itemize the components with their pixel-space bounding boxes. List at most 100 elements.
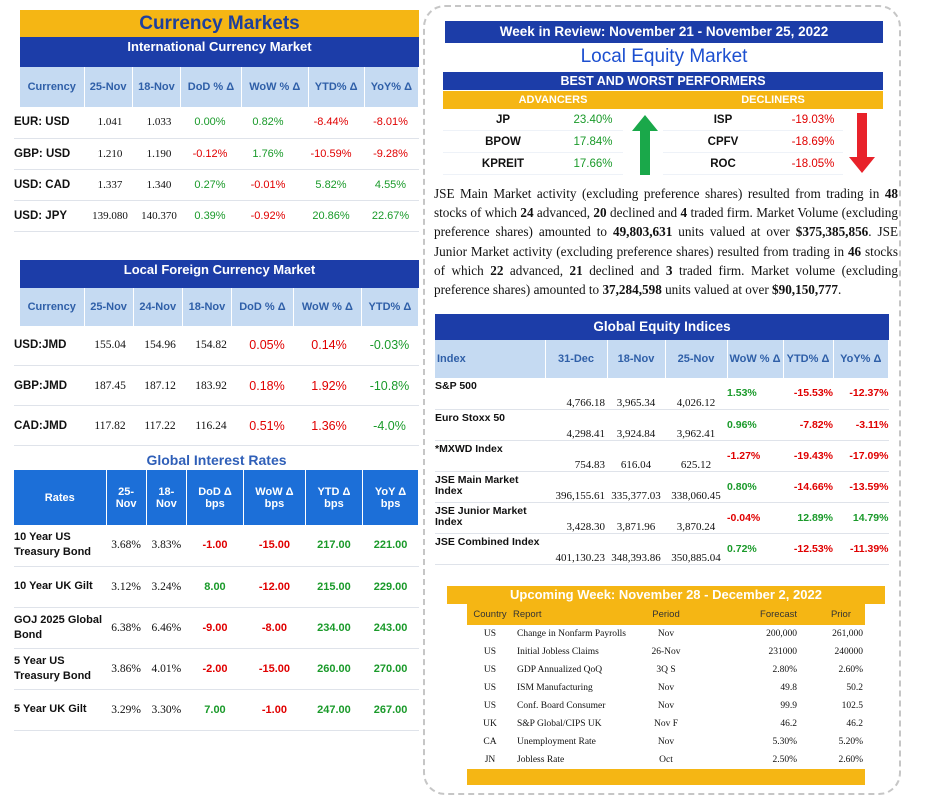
period-cell: Nov: [657, 683, 675, 693]
country-cell: UK: [483, 719, 497, 729]
ytd-cell: -19.43%: [783, 440, 833, 472]
dod-cell: -1.00: [186, 525, 244, 567]
value-cell: 139.080: [86, 200, 134, 232]
ytd-cell: 20.86%: [300, 200, 362, 232]
yoy-cell: -9.28%: [362, 138, 419, 170]
performer-change: -18.69%: [791, 136, 835, 148]
table-row: UK S&P Global/CIPS UK Nov F 46.2 46.2: [467, 715, 865, 733]
yoy-cell: 4.55%: [362, 169, 419, 201]
dod-cell: 0.00%: [184, 107, 236, 139]
col-header: YTD% Δ: [783, 340, 834, 378]
rate-name-cell: GOJ 2025 Global Bond: [14, 607, 106, 649]
advancers-label: ADVANCERS: [443, 91, 663, 109]
col-header: Rates: [14, 470, 107, 525]
wow-cell: -0.01%: [236, 169, 300, 201]
dod-cell: 0.27%: [184, 169, 236, 201]
currency-cell: EUR: USD: [14, 107, 86, 139]
indices-table: Index 31-Dec 18-Nov 25-Nov WoW % Δ YTD% Δ YoY%…: [435, 340, 889, 565]
yoy-cell: 267.00: [362, 689, 419, 731]
col-header: 18-Nov: [132, 67, 182, 107]
prior-cell: 240000: [834, 647, 864, 657]
index-name-cell: JSE Combined Index: [435, 533, 545, 565]
col-header: DoD Δ bps: [186, 470, 245, 525]
value-cell: 1.337: [86, 169, 134, 201]
period-cell: Oct: [659, 755, 673, 765]
country-cell: US: [483, 647, 497, 657]
table-row: US ISM Manufacturing Nov 49.8 50.2: [467, 679, 865, 697]
value-cell: 4,026.12: [665, 378, 727, 410]
index-name-cell: JSE Main Market Index: [435, 471, 545, 503]
performer-change: -18.05%: [791, 158, 835, 170]
yoy-cell: -13.59%: [833, 471, 889, 503]
value-cell: 117.22: [134, 405, 186, 446]
decliners-list: ISP -19.03% CPFV -18.69% ROC -18.05%: [663, 109, 843, 175]
period-cell: 26-Nov: [651, 647, 681, 657]
yoy-cell: -8.01%: [362, 107, 419, 139]
performer-change: 17.66%: [573, 158, 613, 170]
prior-cell: 2.60%: [838, 755, 863, 765]
col-header: Period: [631, 603, 701, 625]
wow-cell: 0.82%: [236, 107, 300, 139]
table-row: *MXWD Index 754.83 616.04 625.12 -1.27% -19.4…: [435, 440, 889, 472]
value-cell: 1.210: [86, 138, 134, 170]
prior-cell: 102.5: [841, 701, 863, 711]
wow-cell: 0.14%: [298, 325, 360, 366]
period-cell: Nov: [657, 629, 675, 639]
col-header: Currency: [20, 67, 85, 107]
ytd-cell: 234.00: [305, 607, 363, 649]
table-row: GBP:JMD 187.45 187.12 183.92 0.18% 1.92% -10.8…: [14, 365, 419, 406]
yoy-cell: -3.11%: [833, 409, 889, 441]
value-cell: 3.29%: [106, 689, 147, 731]
report-cell: GDP Annualized QoQ: [517, 665, 603, 675]
value-cell: 616.04: [607, 440, 665, 472]
country-cell: US: [483, 665, 497, 675]
forecast-cell: 200,000: [766, 629, 797, 639]
value-cell: 3.68%: [106, 525, 147, 567]
local-currency-title: Local Foreign Currency Market: [20, 259, 419, 288]
value-cell: 3,428.30: [545, 502, 607, 534]
dod-cell: -2.00: [186, 648, 244, 690]
period-cell: 3Q S: [656, 665, 676, 675]
currency-markets-title: Currency Markets: [20, 10, 419, 37]
col-header: 25-Nov: [84, 67, 133, 107]
value-cell: 4,298.41: [545, 409, 607, 441]
value-cell: 3,871.96: [607, 502, 665, 534]
prior-cell: 261,000: [832, 629, 863, 639]
yoy-cell: 22.67%: [362, 200, 419, 232]
table-row: JSE Main Market Index 396,155.61 335,377.0…: [435, 471, 889, 503]
table-row: US Initial Jobless Claims 26-Nov 231000 2400…: [467, 643, 865, 661]
value-cell: 396,155.61: [545, 471, 607, 503]
wow-cell: -0.04%: [727, 502, 783, 534]
value-cell: 3,924.84: [607, 409, 665, 441]
forecast-cell: 2.50%: [772, 755, 797, 765]
table-row: USD: CAD 1.337 1.340 0.27% -0.01% 5.82% 4.55%: [14, 169, 419, 201]
currency-cell: USD: JPY: [14, 200, 86, 232]
ytd-cell: -10.8%: [360, 365, 419, 406]
col-header: YTD Δ bps: [305, 470, 364, 525]
value-cell: 350,885.04: [665, 533, 727, 565]
table-row: S&P 500 4,766.18 3,965.34 4,026.12 1.53% -15.…: [435, 378, 889, 410]
report-cell: Initial Jobless Claims: [517, 647, 599, 657]
currency-cell: GBP:JMD: [14, 365, 86, 406]
value-cell: 3.24%: [146, 566, 187, 608]
ytd-cell: 215.00: [305, 566, 363, 608]
col-header: WoW Δ bps: [243, 470, 306, 525]
performer-row: CPFV -18.69%: [663, 131, 843, 153]
value-cell: 338,060.45: [665, 471, 727, 503]
market-summary: JSE Main Market activity (excluding pref…: [434, 186, 899, 298]
table-row: Euro Stoxx 50 4,298.41 3,924.84 3,962.41 0.9…: [435, 409, 889, 441]
yoy-cell: -17.09%: [833, 440, 889, 472]
dod-cell: 8.00: [186, 566, 244, 608]
table-row: USD:JMD 155.04 154.96 154.82 0.05% 0.14% -0.03…: [14, 325, 419, 366]
col-header: Report: [513, 603, 631, 625]
ytd-cell: -8.44%: [300, 107, 362, 139]
country-cell: US: [483, 629, 497, 639]
report-cell: Change in Nonfarm Payrolls: [517, 629, 626, 639]
performer-symbol: KPREIT: [481, 158, 525, 170]
country-cell: US: [483, 683, 497, 693]
report-cell: S&P Global/CIPS UK: [517, 719, 602, 729]
value-cell: 754.83: [545, 440, 607, 472]
col-header: Currency: [20, 287, 85, 326]
ytd-cell: -4.0%: [360, 405, 419, 446]
value-cell: 140.370: [134, 200, 184, 232]
